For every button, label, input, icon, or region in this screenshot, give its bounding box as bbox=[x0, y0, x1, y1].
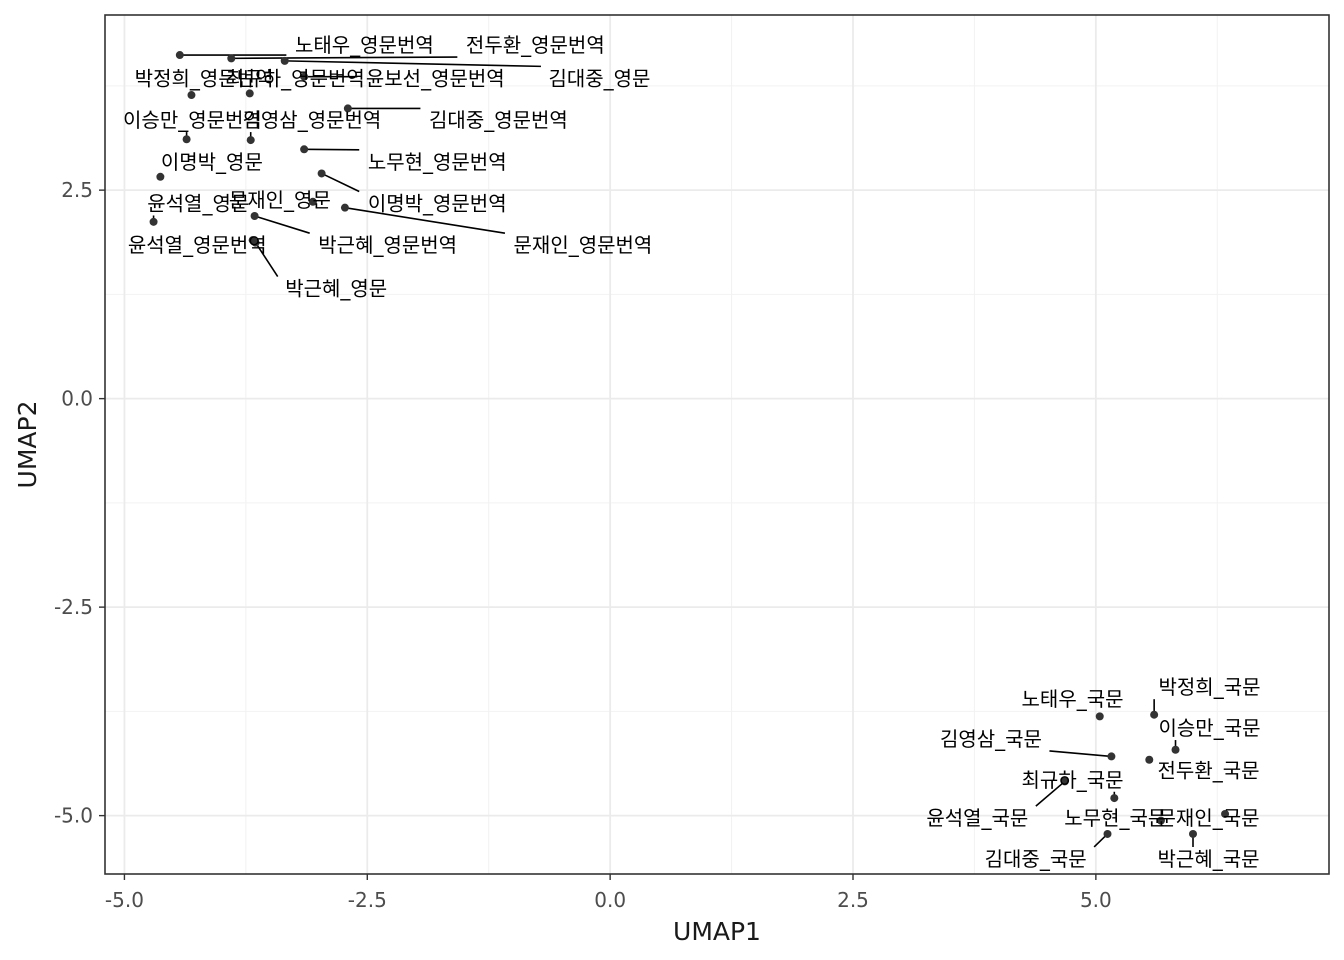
y-tick-label: 2.5 bbox=[61, 178, 93, 202]
y-tick-label: -2.5 bbox=[54, 595, 93, 619]
label-leader-line bbox=[284, 60, 541, 68]
y-tick-label: -5.0 bbox=[54, 804, 93, 828]
data-point bbox=[246, 136, 255, 145]
point-label: 이명박_영문번역 bbox=[368, 191, 507, 215]
panel-border bbox=[104, 14, 1330, 875]
x-axis-title: UMAP1 bbox=[673, 917, 761, 946]
data-point bbox=[245, 89, 254, 98]
label-leader-line bbox=[254, 242, 279, 277]
data-point bbox=[1095, 712, 1104, 721]
data-point bbox=[300, 145, 309, 154]
y-axis-title: UMAP2 bbox=[13, 401, 42, 489]
point-label: 전두환_영문번역 bbox=[466, 33, 605, 57]
point-label: 전두환_국문 bbox=[1158, 759, 1260, 783]
point-label: 최규하_영문번역 bbox=[226, 66, 365, 90]
point-label: 윤보선_영문번역 bbox=[366, 66, 505, 90]
data-point bbox=[1156, 816, 1165, 825]
point-label: 박정희_국문 bbox=[1159, 675, 1261, 699]
point-label: 이승만_국문 bbox=[1159, 716, 1261, 740]
point-label: 윤석열_국문 bbox=[926, 806, 1028, 830]
data-point bbox=[182, 135, 191, 144]
point-label: 문재인_영문 bbox=[229, 188, 331, 212]
data-point bbox=[187, 91, 196, 100]
point-label: 문재인_국문 bbox=[1158, 806, 1260, 830]
label-leader-line bbox=[344, 206, 506, 234]
data-point bbox=[175, 51, 184, 60]
data-point bbox=[251, 238, 260, 247]
x-tick-label: -2.5 bbox=[348, 888, 387, 912]
data-point bbox=[1189, 829, 1197, 838]
data-point bbox=[308, 197, 317, 206]
data-point bbox=[340, 203, 349, 212]
x-tick-label: 0.0 bbox=[594, 888, 626, 912]
x-tick-label: 5.0 bbox=[1080, 888, 1112, 912]
point-label: 김영삼_영문번역 bbox=[243, 108, 382, 132]
label-leader-line bbox=[321, 172, 360, 193]
x-tick-label: 2.5 bbox=[837, 888, 869, 912]
x-tick-label: -5.0 bbox=[105, 888, 144, 912]
point-label: 박근혜_영문 bbox=[285, 277, 387, 301]
point-label: 최규하_국문 bbox=[1022, 768, 1124, 792]
data-point bbox=[250, 211, 259, 220]
data-point bbox=[1150, 710, 1159, 719]
point-label: 김대중_국문 bbox=[985, 847, 1087, 871]
label-leader-line bbox=[304, 148, 360, 151]
point-label: 윤석열_영문번역 bbox=[128, 233, 267, 257]
label-leader-line bbox=[1035, 780, 1066, 807]
point-label: 이승만_영문번역 bbox=[123, 108, 262, 132]
data-point bbox=[1103, 829, 1112, 838]
data-point bbox=[1107, 752, 1116, 761]
data-point bbox=[227, 54, 236, 63]
grid-lines bbox=[105, 15, 1329, 874]
data-point bbox=[1060, 777, 1069, 786]
data-point bbox=[149, 217, 158, 226]
point-label: 노태우_국문 bbox=[1022, 687, 1124, 711]
point-label: 김대중_영문번역 bbox=[429, 108, 568, 132]
data-point bbox=[156, 172, 165, 181]
point-label: 김대중_영문 bbox=[548, 66, 650, 90]
data-point bbox=[317, 169, 326, 178]
point-label: 박정희_영문번역 bbox=[135, 66, 274, 90]
point-label: 박근혜_영문번역 bbox=[318, 233, 457, 257]
label-leader-line bbox=[254, 215, 310, 234]
point-label: 노태우_영문번역 bbox=[295, 33, 434, 57]
label-leader-line bbox=[231, 56, 458, 60]
data-points bbox=[149, 51, 1230, 838]
data-point bbox=[1145, 755, 1154, 764]
axes: -5.0 -2.5 0.0 2.5 5.0 -5.0 -2.5 0.0 2.5 bbox=[54, 178, 1112, 912]
point-label: 노무현_영문번역 bbox=[368, 150, 507, 174]
label-leader-line bbox=[1049, 750, 1112, 758]
y-tick-label: 0.0 bbox=[61, 387, 93, 411]
point-label: 문재인_영문번역 bbox=[514, 233, 653, 257]
point-label: 박근혜_국문 bbox=[1158, 847, 1260, 871]
point-label: 이명박_영문 bbox=[161, 150, 263, 174]
data-point bbox=[1221, 809, 1230, 818]
data-point bbox=[280, 56, 289, 65]
point-label: 노무현_국문 bbox=[1064, 806, 1166, 830]
data-point bbox=[1110, 794, 1119, 803]
data-point bbox=[300, 72, 309, 81]
point-label: 윤석열_영문 bbox=[147, 191, 249, 215]
point-label: 김영삼_국문 bbox=[940, 727, 1042, 751]
data-point bbox=[1171, 745, 1180, 754]
data-point bbox=[343, 104, 352, 113]
